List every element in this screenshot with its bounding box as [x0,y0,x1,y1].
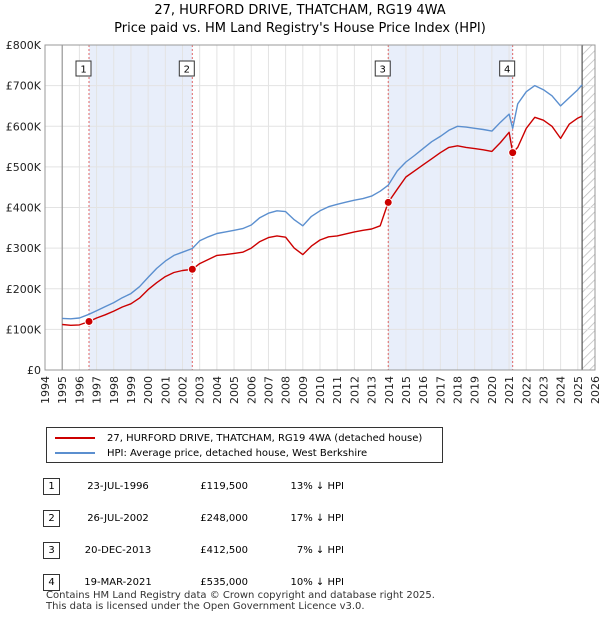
x-tick-label: 2021 [503,376,516,404]
transaction-date: 23-JUL-1996 [87,480,149,492]
x-tick-label: 2010 [314,376,327,404]
transaction-marker-box-3 [374,60,391,77]
transaction-marker-box-2 [178,60,195,77]
transaction-number-box: 3 [43,541,60,559]
x-tick-label: 2026 [589,376,600,404]
x-tick-label: 2006 [245,376,258,404]
legend-label-hpi: HPI: Average price, detached house, West… [107,447,368,459]
plot-frame [44,44,596,371]
transaction-number-cell: 1 [38,470,78,502]
transaction-number-box: 2 [43,509,60,527]
footer-licence: This data is licensed under the Open Gov… [46,601,365,612]
x-tick-label: 2008 [280,376,293,404]
x-tick-label: 1998 [108,376,121,404]
legend-swatch-hpi [55,452,95,454]
transaction-point-2 [187,264,197,274]
x-tick-label: 2004 [211,376,224,404]
chart-subtitle: Price paid vs. HM Land Registry's House … [114,21,486,36]
y-tick-label: £700K [6,80,42,93]
x-tick-label: 2019 [469,376,482,404]
x-tick-label: 2007 [262,376,275,404]
transaction-number-cell: 2 [38,502,78,534]
transaction-marker-label-1: 1 [80,65,86,76]
transaction-row: 3 20-DEC-2013 £412,500 7% ↓ HPI [38,534,344,566]
transaction-date: 19-MAR-2021 [84,576,152,588]
transaction-marker-label-2: 2 [184,65,190,76]
transaction-hpi-diff: 10% ↓ HPI [290,576,344,588]
series-group [62,84,583,326]
y-tick-label: £600K [6,120,42,133]
transaction-price: £119,500 [200,480,248,492]
transaction-row: 4 19-MAR-2021 £535,000 10% ↓ HPI [38,566,344,598]
x-tick-label: 2020 [486,376,499,404]
x-tick-label: 1994 [39,376,52,404]
x-tick-label: 2024 [555,376,568,404]
transaction-hpi-diff: 13% ↓ HPI [290,480,344,492]
legend-label-property: 27, HURFORD DRIVE, THATCHAM, RG19 4WA (d… [107,432,423,444]
transaction-row: 1 23-JUL-1996 £119,500 13% ↓ HPI [38,470,344,502]
legend-swatch-property [55,437,95,439]
x-tick-label: 2017 [434,376,447,404]
x-tick-label: 2012 [348,376,361,404]
transaction-point-3 [383,197,393,207]
transaction-marker-label-3: 3 [380,65,386,76]
y-tick-label: £0 [27,364,41,377]
x-tick-label: 2023 [537,376,550,404]
y-tick-label: £500K [6,161,42,174]
transaction-number-cell: 4 [38,566,78,598]
legend: 27, HURFORD DRIVE, THATCHAM, RG19 4WA (d… [46,427,443,463]
transaction-hpi-diff: 7% ↓ HPI [296,544,344,556]
y-tick-label: £400K [6,202,42,215]
x-tick-label: 2018 [452,376,465,404]
x-tick-label: 2003 [194,376,207,404]
x-tick-label: 2002 [177,376,190,404]
transaction-point-1 [84,316,94,326]
transaction-number-cell: 3 [38,534,78,566]
transaction-date: 20-DEC-2013 [84,544,152,556]
x-tick-label: 2025 [572,376,585,404]
x-tick-label: 1997 [91,376,104,404]
x-tick-label: 2015 [400,376,413,404]
transactions-table: 1 23-JUL-1996 £119,500 13% ↓ HPI 2 26-JUL-200… [38,470,344,598]
legend-item-hpi: HPI: Average price, detached house, West… [55,446,367,460]
transaction-marker-box-4 [499,60,516,77]
transaction-hpi-diff: 17% ↓ HPI [290,512,344,524]
footer-copyright: Contains HM Land Registry data © Crown c… [46,590,435,601]
transaction-date: 26-JUL-2002 [87,512,149,524]
transaction-number-box: 1 [43,477,60,495]
transaction-marker-box-1 [75,60,92,77]
transaction-price: £248,000 [200,512,248,524]
series-line-property [62,115,583,326]
x-tick-label: 2011 [331,376,344,404]
chart-title: 27, HURFORD DRIVE, THATCHAM, RG19 4WA [154,3,446,18]
price-chart: 1 2 3 4 £0 £100K £200K £300K £400K £500K £600K £700… [6,39,600,404]
transaction-price: £535,000 [200,576,248,588]
transaction-point-4 [508,148,518,158]
transaction-price: £412,500 [200,544,248,556]
x-tick-label: 2001 [159,376,172,404]
y-tick-label: £200K [6,283,42,296]
x-tick-label: 1995 [56,376,69,404]
y-tick-label: £300K [6,242,42,255]
y-tick-label: £800K [6,39,42,52]
x-tick-label: 1996 [73,376,86,404]
legend-item-property: 27, HURFORD DRIVE, THATCHAM, RG19 4WA (d… [55,431,422,445]
transaction-number-box: 4 [43,573,60,591]
x-tick-label: 2022 [520,376,533,404]
transaction-marker-label-4: 4 [504,65,510,76]
x-tick-label: 2000 [142,376,155,404]
y-tick-label: £100K [6,323,42,336]
series-line-hpi [62,84,583,320]
x-tick-label: 2009 [297,376,310,404]
x-tick-label: 1999 [125,376,138,404]
transaction-row: 2 26-JUL-2002 £248,000 17% ↓ HPI [38,502,344,534]
x-tick-label: 2013 [366,376,379,404]
x-tick-label: 2005 [228,376,241,404]
x-tick-label: 2016 [417,376,430,404]
footer: Contains HM Land Registry data © Crown c… [46,590,435,612]
x-tick-label: 2014 [383,376,396,404]
